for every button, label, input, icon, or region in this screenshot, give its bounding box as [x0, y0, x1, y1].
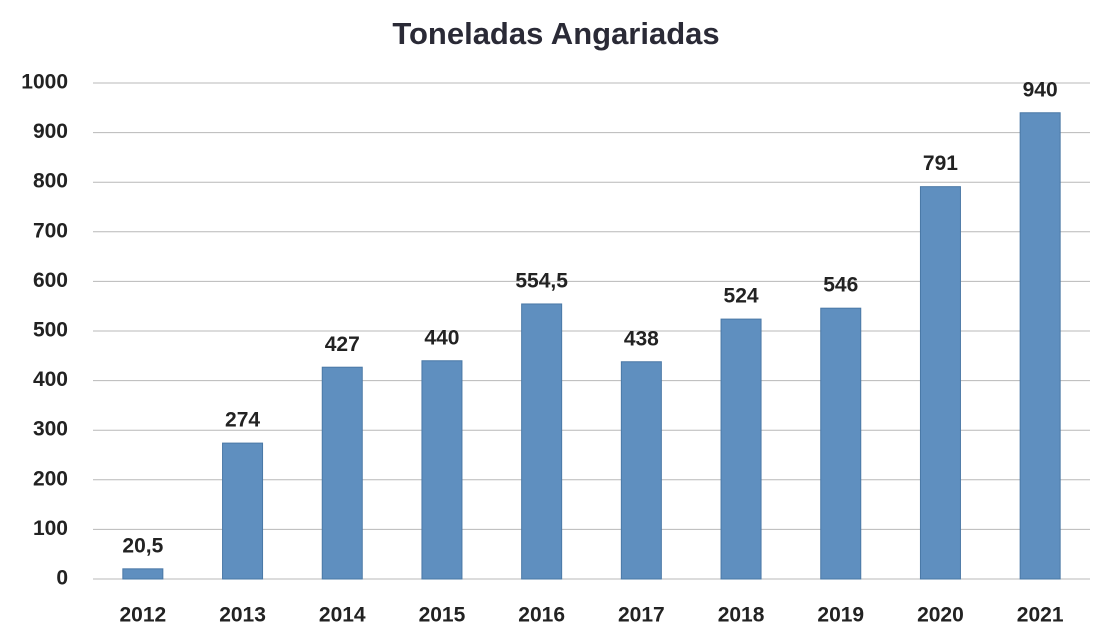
value-label: 274 — [225, 409, 260, 432]
bar — [1019, 112, 1061, 580]
y-tick-label: 300 — [33, 418, 68, 441]
value-label: 791 — [923, 152, 958, 175]
bar — [421, 360, 463, 580]
y-tick-label: 200 — [33, 467, 68, 490]
value-label: 940 — [1023, 78, 1058, 101]
value-label: 427 — [325, 333, 360, 356]
y-tick-label: 600 — [33, 269, 68, 292]
x-tick-label: 2019 — [817, 604, 864, 627]
x-tick-label: 2014 — [319, 604, 366, 627]
bar — [720, 318, 762, 580]
value-label: 546 — [823, 274, 858, 297]
x-tick-label: 2016 — [518, 604, 565, 627]
value-label: 438 — [624, 327, 659, 350]
chart-title: Toneladas Angariadas — [392, 16, 719, 51]
y-tick-label: 0 — [56, 567, 68, 590]
x-tick-label: 2021 — [1017, 604, 1064, 627]
bar — [620, 361, 662, 580]
value-label: 554,5 — [515, 270, 568, 293]
x-tick-label: 2012 — [119, 604, 166, 627]
bar — [122, 568, 164, 580]
y-tick-label: 100 — [33, 517, 68, 540]
value-label: 524 — [724, 285, 759, 308]
y-tick-label: 700 — [33, 219, 68, 242]
x-tick-label: 2015 — [419, 604, 466, 627]
x-tick-label: 2017 — [618, 604, 665, 627]
bar — [521, 303, 563, 580]
y-tick-label: 500 — [33, 319, 68, 342]
bar — [222, 442, 264, 580]
bar — [820, 307, 862, 580]
x-tick-label: 2018 — [718, 604, 765, 627]
y-tick-label: 400 — [33, 368, 68, 391]
x-tick-label: 2013 — [219, 604, 266, 627]
value-label: 20,5 — [122, 534, 163, 557]
y-tick-label: 800 — [33, 170, 68, 193]
value-label: 440 — [424, 326, 459, 349]
x-tick-label: 2020 — [917, 604, 964, 627]
bar — [321, 366, 363, 580]
y-tick-label: 1000 — [21, 71, 68, 94]
bar — [919, 186, 961, 580]
y-tick-label: 900 — [33, 120, 68, 143]
